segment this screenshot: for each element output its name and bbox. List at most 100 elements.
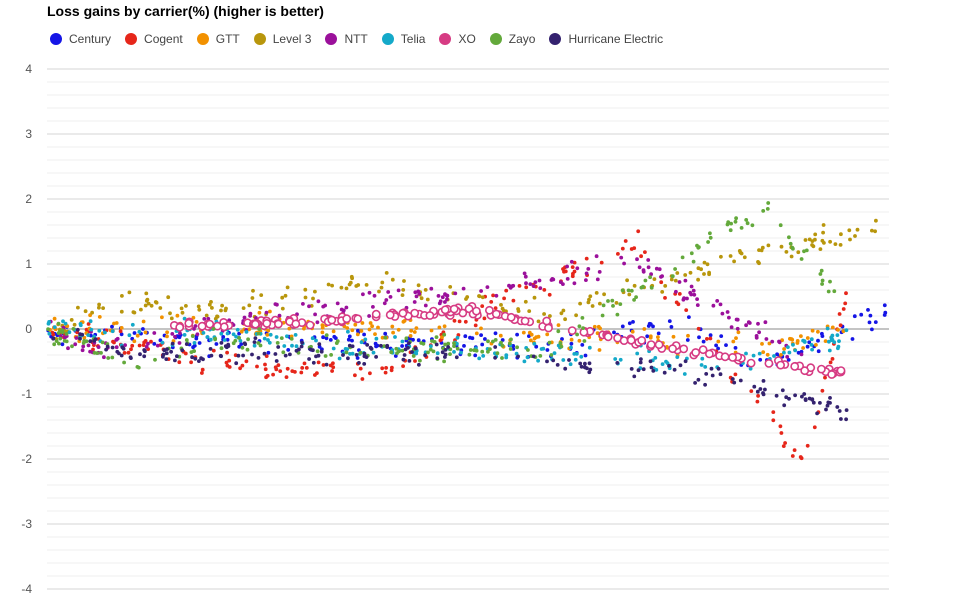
data-point: [751, 353, 756, 358]
data-point: [780, 338, 784, 343]
data-point: [641, 284, 645, 289]
data-point: [595, 277, 600, 282]
legend-item-xo[interactable]: XO: [439, 32, 476, 46]
data-point: [654, 368, 659, 372]
data-point: [102, 355, 106, 360]
data-point: [757, 330, 761, 335]
data-point: [208, 347, 213, 351]
data-point: [579, 364, 584, 369]
data-point: [75, 327, 80, 332]
data-point: [852, 314, 857, 319]
data-point: [307, 357, 311, 361]
data-point: [733, 346, 738, 350]
legend-swatch: [125, 33, 138, 45]
data-point: [300, 340, 304, 345]
legend-item-century[interactable]: Century: [50, 32, 111, 46]
data-point: [251, 288, 255, 293]
data-point: [344, 350, 349, 355]
data-point: [205, 319, 215, 329]
data-point: [697, 335, 701, 340]
data-point: [509, 337, 513, 342]
data-point: [371, 350, 376, 355]
data-point: [625, 278, 629, 283]
data-point: [225, 331, 230, 336]
data-point: [632, 283, 637, 288]
data-point: [348, 352, 352, 356]
data-point: [393, 354, 398, 358]
legend-item-telia[interactable]: Telia: [381, 32, 425, 46]
data-point: [516, 354, 520, 359]
data-point: [844, 291, 848, 296]
data-point: [191, 315, 196, 320]
data-point: [568, 362, 573, 367]
data-point: [344, 305, 349, 310]
data-point: [214, 342, 219, 346]
data-point: [764, 337, 769, 341]
data-point: [638, 360, 643, 365]
data-point: [632, 298, 636, 302]
data-point: [685, 338, 690, 342]
data-point: [692, 292, 697, 297]
data-point: [714, 343, 718, 348]
data-point: [153, 357, 157, 362]
data-point: [495, 351, 500, 356]
data-point: [821, 223, 826, 227]
data-point: [782, 347, 786, 351]
data-point: [580, 316, 585, 320]
data-point: [558, 341, 563, 346]
data-point: [594, 291, 599, 295]
legend-item-gtt[interactable]: GTT: [196, 32, 240, 46]
data-point: [532, 336, 537, 341]
data-point: [715, 299, 720, 303]
data-point: [748, 366, 753, 371]
data-point: [142, 354, 147, 359]
data-point: [787, 396, 791, 401]
legend-item-cogent[interactable]: Cogent: [125, 32, 183, 46]
legend-item-level-3[interactable]: Level 3: [253, 32, 311, 46]
data-point: [432, 340, 437, 344]
data-point: [60, 342, 65, 347]
data-point: [711, 303, 716, 308]
data-point: [649, 285, 654, 290]
data-point: [720, 352, 730, 362]
data-point: [708, 333, 713, 338]
data-point: [788, 336, 792, 341]
data-point: [401, 357, 406, 362]
data-point: [294, 344, 299, 349]
data-point: [461, 286, 466, 291]
data-point: [440, 350, 445, 355]
data-point: [416, 289, 421, 294]
data-point: [350, 344, 355, 349]
data-point: [597, 348, 602, 352]
data-point: [164, 351, 169, 356]
data-point: [734, 336, 738, 340]
data-point: [141, 319, 146, 324]
data-point: [135, 365, 140, 369]
data-point: [110, 324, 114, 329]
data-point: [193, 324, 198, 328]
data-point: [603, 332, 613, 342]
data-point: [636, 368, 641, 373]
data-point: [756, 321, 760, 326]
data-point: [841, 307, 846, 311]
legend-item-hurricane-electric[interactable]: Hurricane Electric: [549, 32, 663, 46]
data-point: [110, 329, 115, 334]
legend: Century Cogent GTT Level 3 NTT Telia XO Zayo Hur…: [50, 31, 680, 47]
data-point: [220, 303, 225, 308]
data-point: [528, 282, 533, 286]
data-point: [463, 319, 468, 324]
legend-swatch: [50, 33, 62, 45]
data-point: [268, 332, 273, 337]
legend-item-ntt[interactable]: NTT: [325, 32, 368, 46]
data-point: [317, 342, 322, 346]
data-point: [643, 250, 647, 255]
data-point: [130, 322, 135, 327]
data-point: [718, 302, 723, 307]
data-point: [368, 345, 373, 350]
data-point: [152, 331, 157, 335]
data-point: [83, 309, 88, 314]
data-point: [756, 260, 760, 264]
data-point: [452, 350, 456, 354]
legend-item-zayo[interactable]: Zayo: [489, 32, 535, 46]
data-point: [517, 284, 522, 288]
